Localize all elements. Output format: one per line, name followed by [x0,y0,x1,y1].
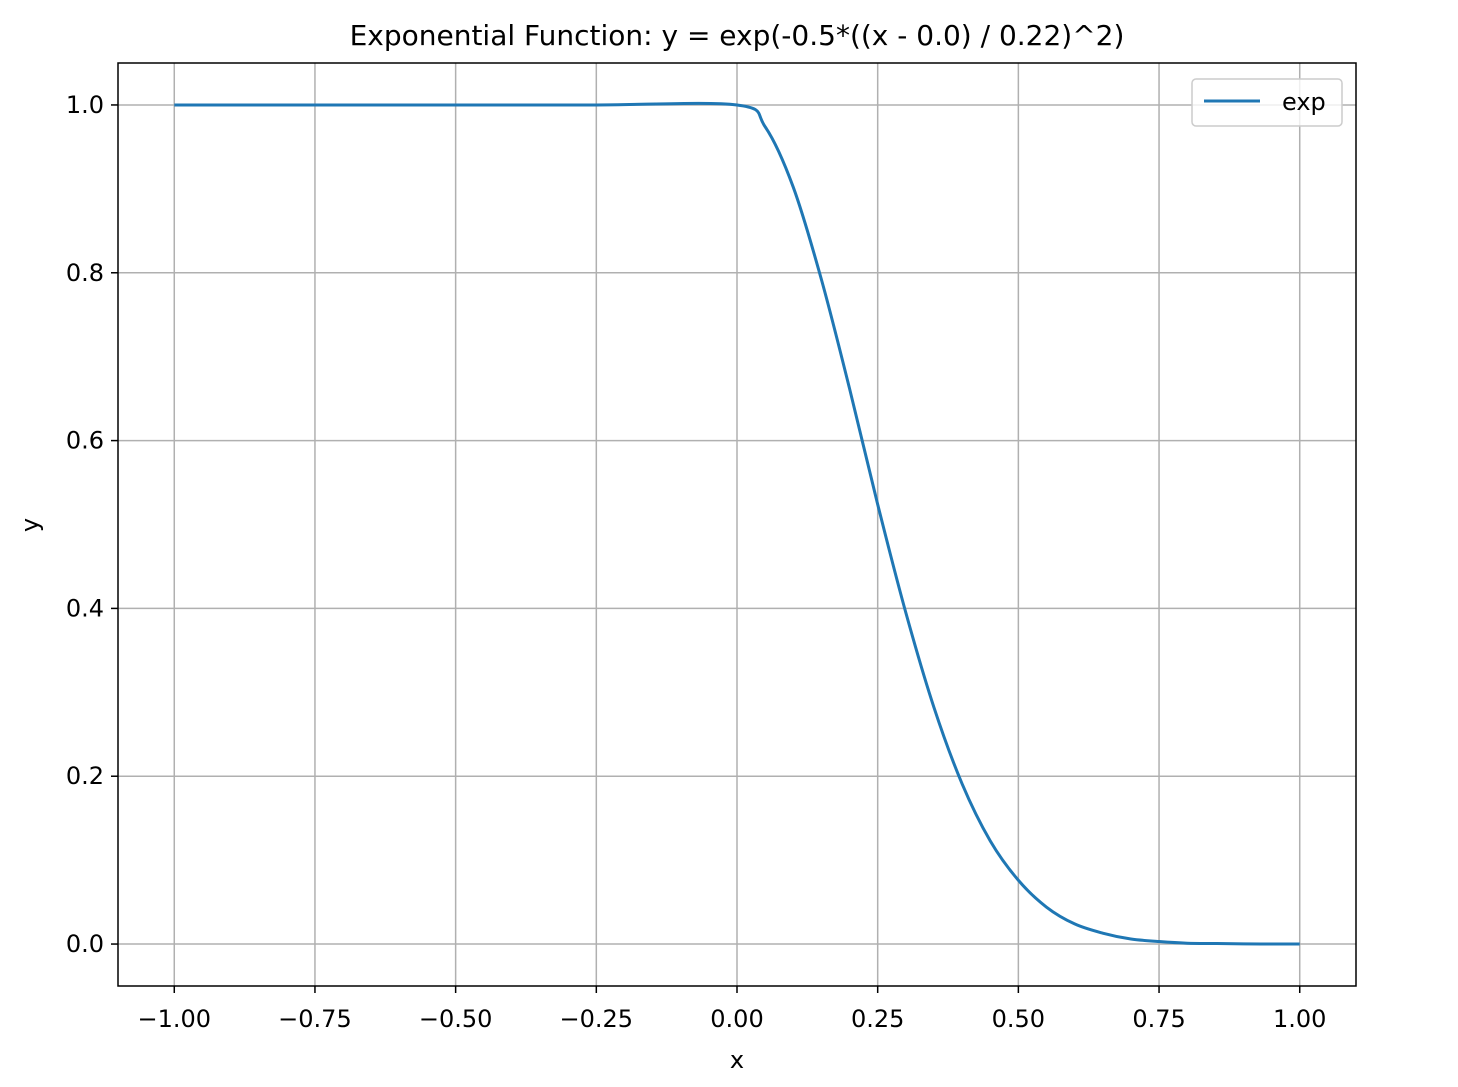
x-tick-label: −0.50 [419,1005,493,1033]
x-tick-label: −0.25 [560,1005,634,1033]
y-axis-label: y [16,518,44,532]
x-tick-label: 1.00 [1273,1005,1326,1033]
y-tick-label: 0.0 [66,930,104,958]
x-axis-label: x [730,1046,744,1074]
x-tick-label: −1.00 [137,1005,211,1033]
grid [118,63,1356,986]
ticks: −1.00 −0.75 −0.50 −0.25 0.00 0.25 0.50 0.75 1.00… [66,91,1327,1033]
legend-label-exp: exp [1282,88,1326,116]
series-line-exp [174,101,1300,946]
x-tick-label: 0.75 [1132,1005,1185,1033]
y-tick-label: 0.8 [66,259,104,287]
y-tick-label: 1.0 [66,91,104,119]
x-tick-label: 0.00 [710,1005,763,1033]
x-tick-label: 0.25 [851,1005,904,1033]
legend-box [1191,78,1343,127]
y-tick-label: 0.2 [66,762,104,790]
x-tick-label: 0.50 [992,1005,1045,1033]
y-tick-label: 0.4 [66,594,104,622]
chart-title: Exponential Function: y = exp(-0.5*((x -… [350,19,1125,52]
series-layer [174,101,1300,946]
y-tick-label: 0.6 [66,427,104,455]
legend: exp [1191,78,1343,127]
x-tick-label: −0.75 [278,1005,352,1033]
